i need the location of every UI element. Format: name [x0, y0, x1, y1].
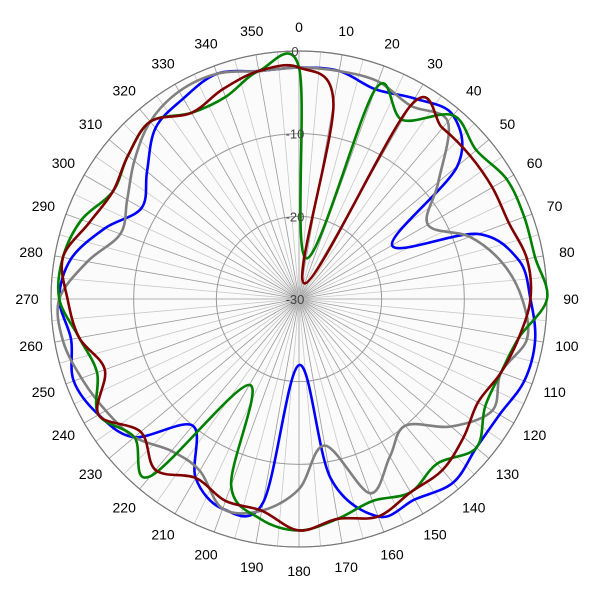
angle-tick-label: 170	[335, 559, 359, 575]
angle-tick-label: 10	[338, 23, 354, 39]
angle-tick-label: 260	[19, 338, 43, 354]
angle-tick-label: 110	[543, 384, 566, 400]
angle-tick-label: 100	[555, 338, 579, 354]
angle-tick-label: 330	[151, 55, 175, 71]
angle-tick-label: 50	[500, 116, 516, 132]
angle-tick-label: 220	[113, 499, 137, 515]
radial-tick-label: -10	[286, 127, 305, 142]
angle-tick-label: 250	[32, 384, 56, 400]
angle-tick-label: 150	[423, 527, 447, 543]
angle-tick-label: 130	[496, 466, 520, 482]
angle-tick-label: 180	[287, 563, 311, 579]
angle-tick-label: 210	[151, 527, 175, 543]
angle-tick-label: 70	[547, 198, 563, 214]
angle-tick-label: 0	[295, 19, 303, 35]
angle-tick-label: 40	[466, 83, 482, 99]
angle-tick-label: 340	[194, 35, 218, 51]
radial-tick-label: -20	[286, 209, 305, 224]
angle-tick-label: 280	[19, 244, 43, 260]
angle-tick-label: 90	[563, 291, 579, 307]
radial-tick-label: 0	[291, 44, 298, 59]
angle-tick-label: 140	[462, 499, 486, 515]
angle-tick-label: 350	[240, 23, 264, 39]
angle-tick-label: 310	[79, 116, 103, 132]
angle-tick-label: 190	[240, 559, 264, 575]
angle-tick-label: 230	[79, 466, 103, 482]
angle-tick-label: 290	[32, 198, 56, 214]
angle-tick-label: 80	[559, 244, 575, 260]
angle-tick-label: 200	[194, 547, 218, 563]
radial-tick-label: -30	[286, 292, 305, 307]
angle-tick-label: 160	[380, 547, 404, 563]
angle-tick-label: 30	[427, 55, 443, 71]
angle-tick-label: 240	[52, 427, 76, 443]
angle-tick-label: 120	[523, 427, 547, 443]
angle-tick-label: 60	[527, 155, 543, 171]
angle-tick-label: 320	[113, 83, 137, 99]
angle-tick-label: 270	[15, 291, 39, 307]
angle-tick-label: 300	[52, 155, 76, 171]
angle-tick-label: 20	[384, 35, 400, 51]
